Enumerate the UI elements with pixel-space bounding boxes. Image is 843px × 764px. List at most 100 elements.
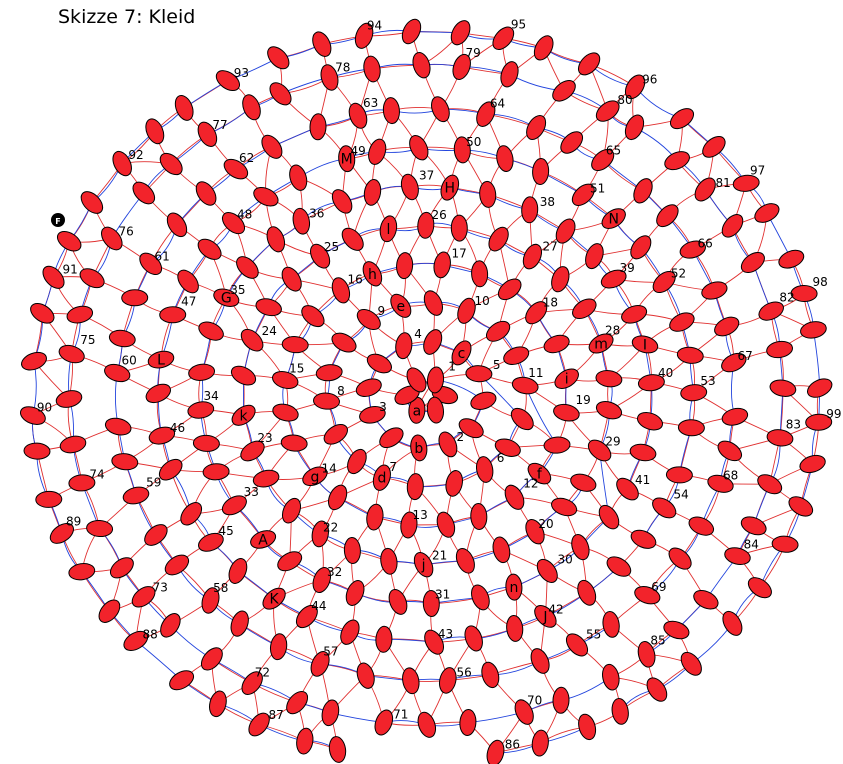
step-number-label: 75 — [80, 333, 95, 347]
pin-node — [740, 516, 767, 536]
pin-node — [533, 35, 554, 61]
pin-node — [267, 46, 290, 70]
pin-node — [717, 440, 743, 462]
pin-node — [281, 336, 309, 354]
pin-node — [459, 709, 477, 736]
step-number-label: 98 — [812, 275, 827, 289]
pin-node — [269, 82, 292, 106]
pin-node — [197, 121, 218, 147]
step-number-label: 30 — [557, 553, 572, 567]
pin-node — [269, 633, 288, 661]
step-number-label: 52 — [671, 266, 686, 280]
step-number-label: 70 — [527, 694, 542, 708]
pin-node — [479, 180, 497, 208]
node-letter-label: J — [542, 609, 547, 625]
pin-node — [223, 158, 249, 180]
step-number-label: 47 — [181, 295, 196, 309]
node-letter-label: h — [368, 267, 377, 283]
step-number-label: 32 — [327, 565, 342, 579]
step-number-label: 49 — [350, 144, 365, 158]
pin-node — [122, 486, 150, 505]
pin-node — [433, 251, 451, 279]
pin-node — [368, 138, 387, 165]
pin-node — [532, 158, 550, 185]
step-number-label: 28 — [605, 324, 620, 338]
step-number-label: 39 — [619, 261, 634, 275]
pin-node — [423, 329, 443, 355]
pin-node — [200, 647, 223, 671]
pin-node — [277, 551, 303, 572]
step-number-label: 96 — [642, 72, 657, 86]
path-line — [135, 640, 182, 681]
pin-node — [250, 530, 277, 549]
pin-node — [805, 413, 833, 431]
pin-node — [470, 391, 497, 410]
pin-node — [624, 114, 645, 141]
pin-node — [19, 406, 46, 425]
step-number-label: 3 — [379, 400, 387, 414]
pin-node — [23, 442, 51, 460]
pin-node — [506, 614, 524, 642]
pin-node — [693, 589, 719, 610]
step-number-label: 90 — [37, 400, 52, 414]
pin-node — [438, 431, 458, 458]
step-number-label: 38 — [540, 195, 555, 209]
pin-node — [668, 547, 692, 570]
node-letter-label: A — [258, 532, 268, 548]
pin-node — [571, 534, 590, 561]
pin-node — [494, 438, 521, 457]
pin-node — [754, 203, 780, 223]
pin-node — [147, 350, 175, 369]
pin-node — [637, 641, 656, 668]
pin-node — [331, 189, 353, 214]
step-number-label: 5 — [493, 358, 501, 372]
pin-node — [362, 261, 383, 287]
node-letter-label: c — [458, 346, 466, 362]
pin-node — [321, 699, 340, 727]
pin-node — [310, 651, 330, 677]
pin-node — [372, 464, 391, 491]
step-number-label: 9 — [377, 304, 385, 318]
step-number-label: 55 — [586, 628, 601, 642]
step-number-label: 42 — [548, 603, 563, 617]
node-letter-label: k — [240, 408, 249, 424]
pin-node — [148, 426, 176, 445]
pin-node — [534, 605, 557, 628]
pin-node — [526, 115, 547, 140]
node-letter-label: l — [386, 222, 390, 238]
pin-node — [323, 423, 348, 445]
pin-node — [101, 226, 123, 251]
pin-node — [553, 403, 580, 422]
step-number-label: 24 — [262, 324, 277, 338]
pin-node — [331, 277, 351, 304]
step-number-label: 89 — [66, 514, 81, 528]
pin-node — [778, 249, 805, 269]
step-number-label: 23 — [257, 431, 272, 445]
pin-node — [21, 351, 47, 371]
pin-node — [422, 590, 440, 617]
pin-node — [108, 329, 136, 348]
pin-node — [413, 552, 434, 578]
pin-node — [688, 516, 715, 536]
pin-node — [145, 118, 165, 145]
pin-node — [511, 376, 539, 395]
pin-node — [192, 434, 220, 452]
pin-node — [390, 293, 412, 318]
pin-node — [426, 366, 445, 394]
pin-node — [379, 427, 404, 449]
pin-node — [241, 671, 263, 695]
node-letter-label: N — [608, 212, 618, 228]
node-letter-label: e — [396, 299, 405, 315]
pin-node — [503, 346, 530, 366]
pin-node — [565, 633, 589, 657]
pin-node — [721, 214, 744, 238]
pin-node — [543, 436, 571, 454]
pin-node — [504, 484, 525, 510]
pin-node — [595, 100, 620, 122]
pin-node — [571, 183, 595, 206]
pin-node — [252, 469, 280, 488]
pin-node — [158, 458, 183, 481]
pin-node — [55, 390, 83, 408]
pin-node — [631, 335, 659, 354]
pin-node — [348, 102, 368, 129]
